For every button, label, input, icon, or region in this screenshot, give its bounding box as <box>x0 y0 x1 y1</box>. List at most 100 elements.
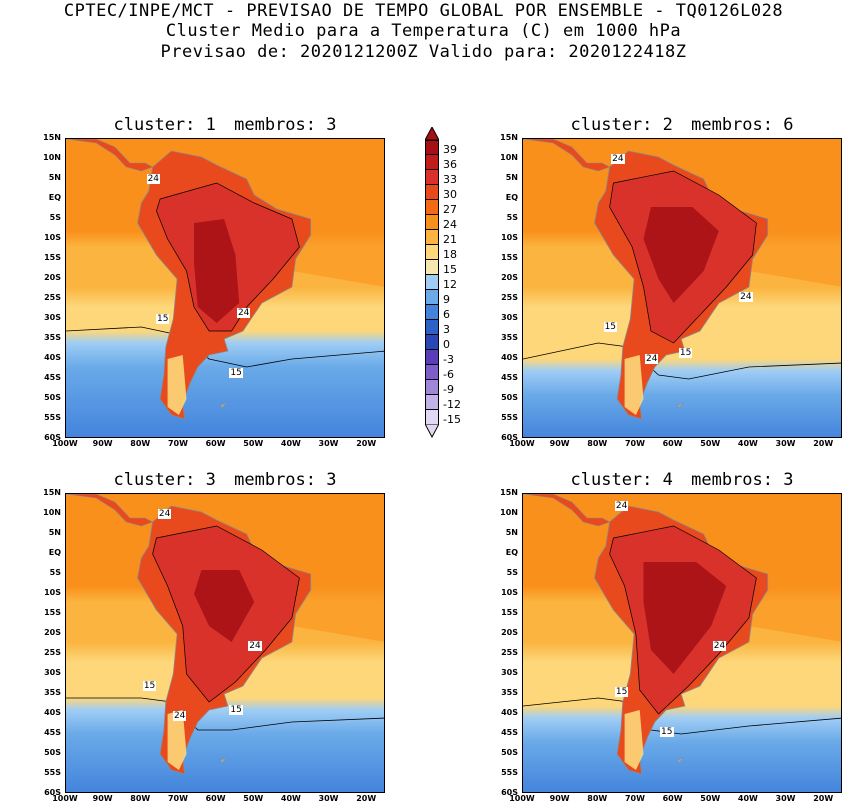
latitude-tick-label: 50S <box>44 748 61 757</box>
colorbar-level-label: 15 <box>443 263 457 276</box>
central-america-land <box>66 139 154 172</box>
colorbar-level-label: -3 <box>443 353 454 366</box>
central-america-land <box>66 494 154 527</box>
longitude-tick-label: 50W <box>700 439 721 448</box>
latitude-tick-label: 60S <box>44 433 61 442</box>
panel-title: cluster: 2 membros: 6 <box>522 115 842 135</box>
contour-label: 15 <box>678 348 693 358</box>
andes-cool-strip <box>624 355 644 415</box>
colorbar-swatch <box>425 380 439 395</box>
latitude-tick-label: 10N <box>43 508 61 517</box>
colorbar-level-label: 21 <box>443 233 457 246</box>
latitude-tick-label: 60S <box>501 788 518 797</box>
falkland-islands <box>677 402 684 409</box>
map-svg <box>523 139 841 437</box>
longitude-tick-label: 30W <box>318 794 339 803</box>
cluster-panel-4: cluster: 4 membros: 3 24 24 15 15 15N 10N 5N E… <box>500 470 842 803</box>
longitude-tick-label: 60W <box>662 439 683 448</box>
colorbar-swatch <box>425 155 439 170</box>
colorbar-level-label: 36 <box>443 158 457 171</box>
latitude-tick-label: 5S <box>506 213 518 222</box>
colorbar-swatch <box>425 140 439 155</box>
latitude-tick-label: 15N <box>500 133 518 142</box>
latitude-tick-label: 25S <box>501 648 518 657</box>
latitude-tick-label: 20S <box>44 273 61 282</box>
latitude-tick-label: 15S <box>44 253 61 262</box>
latitude-tick-label: 25S <box>44 648 61 657</box>
latitude-tick-label: 35S <box>501 333 518 342</box>
latitude-tick-label: 45S <box>44 373 61 382</box>
latitude-tick-label: 30S <box>44 668 61 677</box>
latitude-tick-label: 45S <box>501 373 518 382</box>
latitude-tick-label: 15S <box>44 608 61 617</box>
latitude-tick-label: 35S <box>44 688 61 697</box>
colorbar-swatch <box>425 320 439 335</box>
longitude-tick-label: 90W <box>92 794 113 803</box>
longitude-tick-label: 100W <box>509 794 535 803</box>
colorbar-swatch <box>425 410 439 425</box>
latitude-tick-label: 20S <box>501 273 518 282</box>
contour-label: 24 <box>614 501 629 511</box>
colorbar-swatch <box>425 230 439 245</box>
longitude-tick-label: 70W <box>624 439 645 448</box>
latitude-tick-label: 5S <box>49 213 61 222</box>
arrow-shape <box>425 127 439 141</box>
longitude-tick-label: 40W <box>737 794 758 803</box>
latitude-tick-label: EQ <box>505 548 518 557</box>
isotherm-15-line <box>66 326 384 368</box>
contour-label: 15 <box>156 314 170 324</box>
cluster-label: cluster: 1 <box>113 115 216 135</box>
latitude-tick-label: 60S <box>44 788 61 797</box>
colorbar-top-arrow <box>425 127 439 141</box>
latitude-tick-label: EQ <box>48 193 61 202</box>
cluster-label: cluster: 3 <box>113 470 216 490</box>
latitude-tick-label: 50S <box>501 393 518 402</box>
latitude-tick-label: 15S <box>501 253 518 262</box>
colorbar-level-label: 24 <box>443 218 457 231</box>
latitude-tick-label: 50S <box>44 393 61 402</box>
latitude-tick-label: 40S <box>501 353 518 362</box>
colorbar-level-label: 18 <box>443 248 457 261</box>
cluster-label: cluster: 4 <box>570 470 673 490</box>
contour-label: 15 <box>614 687 629 697</box>
latitude-tick-label: 50S <box>501 748 518 757</box>
members-label: membros: 6 <box>691 115 794 135</box>
latitude-tick-label: 20S <box>44 628 61 637</box>
latitude-tick-label: 10S <box>44 588 61 597</box>
latitude-tick-label: 55S <box>501 768 518 777</box>
longitude-tick-label: 100W <box>509 439 535 448</box>
latitude-tick-label: 30S <box>501 668 518 677</box>
contour-label: 15 <box>603 322 618 332</box>
map-svg <box>523 494 841 792</box>
contour-label: 24 <box>146 174 161 184</box>
longitude-tick-label: 90W <box>92 439 113 448</box>
longitude-tick-label: 70W <box>167 794 188 803</box>
latitude-tick-label: 5S <box>506 568 518 577</box>
longitude-tick-label: 80W <box>130 794 151 803</box>
cluster-panel-1: cluster: 1 membros: 3 24 24 15 15 15N 10N 5N E… <box>43 115 385 448</box>
latitude-tick-label: 15S <box>501 608 518 617</box>
longitude-tick-label: 40W <box>280 439 301 448</box>
central-america-land <box>523 494 611 527</box>
colorbar-level-label: -15 <box>443 413 461 426</box>
colorbar-swatch <box>425 335 439 350</box>
longitude-tick-label: 100W <box>52 794 78 803</box>
latitude-tick-label: 25S <box>501 293 518 302</box>
andes-cool-strip <box>167 355 187 415</box>
colorbar-level-label: 6 <box>443 308 450 321</box>
latitude-tick-label: 5N <box>48 173 61 182</box>
longitude-tick-label: 80W <box>130 439 151 448</box>
longitude-tick-label: 50W <box>700 794 721 803</box>
isotherm-15-line <box>523 342 841 380</box>
longitude-tick-label: 90W <box>549 439 570 448</box>
contour-label: 15 <box>660 727 674 737</box>
cluster-panel-3: cluster: 3 membros: 3 24 24 24 15 15 15N 10N 5… <box>43 470 385 803</box>
latitude-tick-label: 10S <box>501 588 518 597</box>
colorbar-swatch <box>425 275 439 290</box>
colorbar-level-label: -9 <box>443 383 454 396</box>
latitude-tick-label: 55S <box>44 413 61 422</box>
map-svg <box>66 494 384 792</box>
colorbar-swatch <box>425 245 439 260</box>
longitude-tick-label: 80W <box>587 439 608 448</box>
contour-label: 24 <box>248 641 262 651</box>
